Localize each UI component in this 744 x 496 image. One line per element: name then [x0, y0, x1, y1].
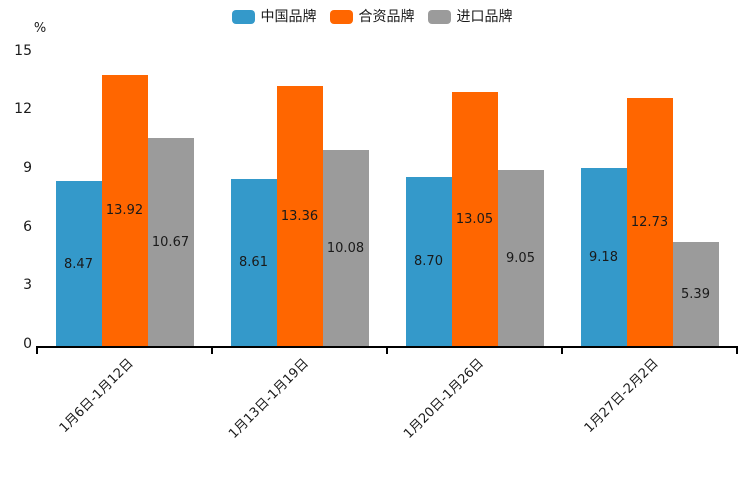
legend: 中国品牌 合资品牌 进口品牌 — [0, 9, 744, 25]
bar-value-label: 10.67 — [151, 235, 190, 251]
bar-value-label: 13.36 — [280, 208, 319, 224]
bar-value-label: 8.61 — [239, 255, 268, 271]
bar-value-label: 8.47 — [64, 256, 93, 272]
bar-g1-s0: 8.61 — [230, 178, 277, 347]
y-tick-label: 15 — [14, 42, 32, 59]
bar-g0-s0: 8.47 — [55, 181, 102, 347]
bar-value-label: 13.92 — [105, 203, 144, 219]
legend-item-0: 中国品牌 — [231, 9, 317, 25]
bar-g2-s2: 9.05 — [497, 170, 544, 347]
x-tick-mark — [36, 346, 38, 354]
legend-label: 合资品牌 — [358, 9, 415, 25]
bar-value-label: 13.05 — [455, 211, 494, 227]
x-axis-line — [36, 346, 738, 348]
y-tick-label: 6 — [23, 218, 32, 235]
y-tick-label: 0 — [23, 336, 32, 352]
legend-label: 中国品牌 — [260, 9, 317, 25]
bar-g2-s0: 8.70 — [405, 176, 452, 347]
bar-value-label: 8.70 — [414, 254, 443, 270]
bar-g0-s2: 10.67 — [147, 138, 194, 347]
bar-g1-s1: 13.36 — [276, 85, 323, 347]
legend-swatch-icon — [427, 10, 451, 24]
x-tick-label: 1月27日-2月2日 — [582, 356, 663, 436]
legend-item-1: 合资品牌 — [329, 9, 415, 25]
bar-g1-s2: 10.08 — [322, 149, 369, 347]
x-tick-label: 1月13日-1月19日 — [226, 356, 313, 442]
x-tick-mark — [736, 346, 738, 354]
bar-value-label: 12.73 — [630, 215, 669, 231]
bar-value-label: 10.08 — [326, 240, 365, 256]
legend-swatch-icon — [329, 10, 353, 24]
bar-value-label: 9.05 — [506, 251, 535, 267]
bar-g2-s1: 13.05 — [451, 91, 498, 347]
x-tick-label: 1月20日-1月26日 — [401, 356, 488, 442]
y-tick-label: 9 — [23, 160, 32, 177]
y-tick-label: 12 — [14, 101, 32, 118]
x-tick-label: 1月6日-1月12日 — [57, 356, 138, 436]
x-tick-mark — [561, 346, 563, 354]
bar-g3-s1: 12.73 — [626, 98, 673, 347]
y-tick-label: 3 — [23, 277, 32, 294]
legend-label: 进口品牌 — [456, 9, 513, 25]
legend-item-2: 进口品牌 — [427, 9, 513, 25]
bar-value-label: 9.18 — [589, 249, 618, 265]
bar-value-label: 5.39 — [681, 286, 710, 302]
bar-g3-s0: 9.18 — [580, 167, 627, 347]
bar-g3-s2: 5.39 — [672, 241, 719, 347]
bar-g0-s1: 13.92 — [101, 74, 148, 347]
x-tick-mark — [386, 346, 388, 354]
y-axis-unit-label: % — [33, 21, 47, 36]
legend-swatch-icon — [231, 10, 255, 24]
x-tick-mark — [211, 346, 213, 354]
